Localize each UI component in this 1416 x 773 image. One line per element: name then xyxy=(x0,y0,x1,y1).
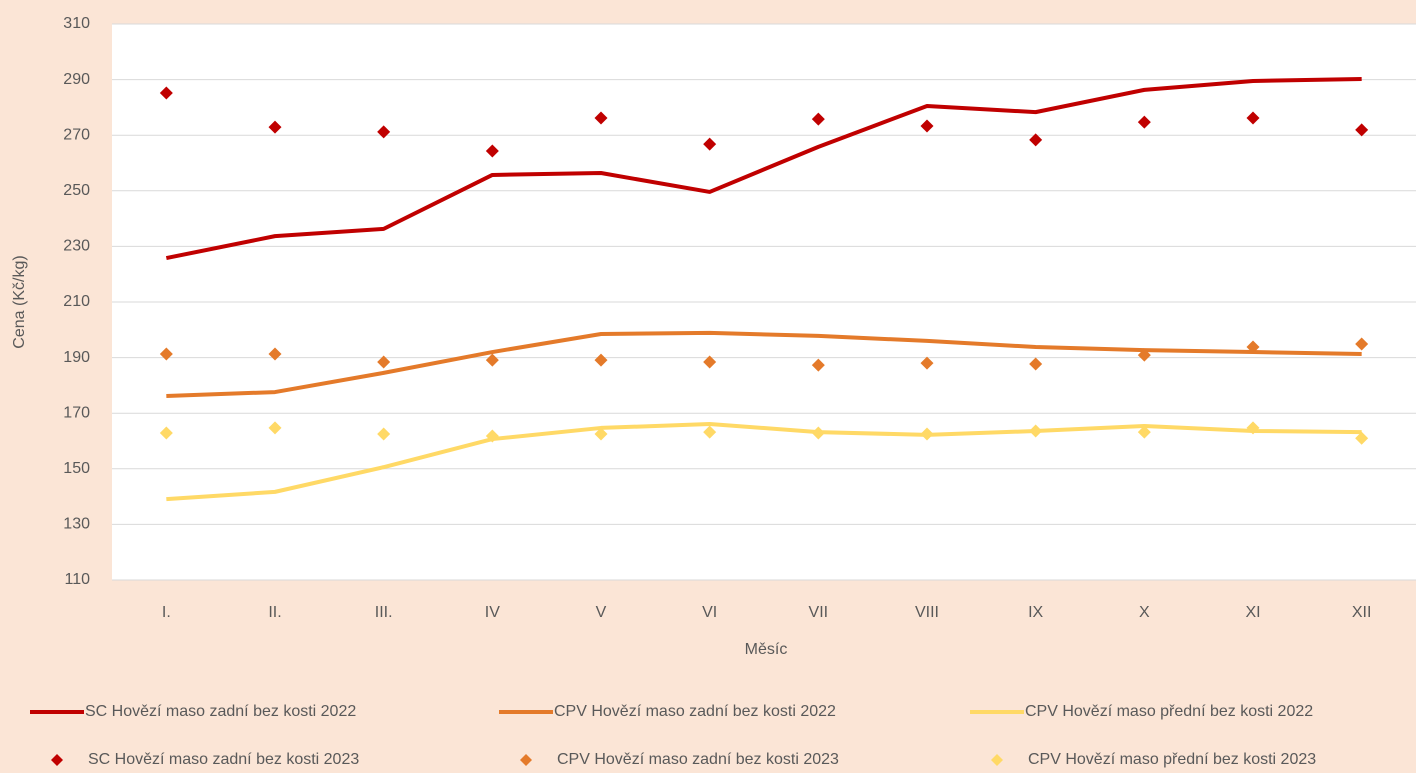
data-point xyxy=(159,426,173,440)
series-line xyxy=(166,330,1362,398)
data-point xyxy=(377,125,391,139)
data-point xyxy=(594,111,608,125)
data-point xyxy=(1246,111,1260,125)
data-point xyxy=(485,429,499,443)
x-tick-label: I. xyxy=(162,604,171,621)
y-tick-label: 230 xyxy=(63,238,90,255)
data-point xyxy=(1355,431,1369,445)
data-point xyxy=(920,119,934,133)
y-tick-label: 170 xyxy=(63,404,90,421)
data-point xyxy=(1246,421,1260,435)
data-point xyxy=(703,137,717,151)
data-point xyxy=(1137,115,1151,129)
y-tick-label: 290 xyxy=(63,71,90,88)
x-tick-label: II. xyxy=(268,604,281,621)
data-point xyxy=(1246,340,1260,354)
y-tick-label: 190 xyxy=(63,349,90,366)
x-tick-label: IV xyxy=(485,604,500,621)
legend-label: SC Hovězí maso zadní bez kosti 2023 xyxy=(88,751,359,768)
x-tick-label: X xyxy=(1139,604,1150,621)
y-tick-label: 310 xyxy=(63,15,90,32)
data-point xyxy=(703,355,717,369)
y-tick-label: 270 xyxy=(63,126,90,143)
data-point xyxy=(1355,337,1369,351)
legend-label: CPV Hovězí maso zadní bez kosti 2023 xyxy=(557,751,839,768)
x-tick-label: VIII xyxy=(915,604,939,621)
legend-label: CPV Hovězí maso zadní bez kosti 2022 xyxy=(554,703,836,720)
data-point xyxy=(1029,133,1043,147)
data-point xyxy=(594,427,608,441)
x-tick-label: V xyxy=(596,604,607,621)
data-point xyxy=(811,112,825,126)
data-point xyxy=(811,358,825,372)
x-tick-label: XI xyxy=(1245,604,1260,621)
data-point xyxy=(485,144,499,158)
x-tick-label: XII xyxy=(1352,604,1372,621)
y-tick-label: 250 xyxy=(63,182,90,199)
legend-swatch xyxy=(520,754,532,766)
data-point xyxy=(920,356,934,370)
x-tick-label: VII xyxy=(809,604,829,621)
data-point xyxy=(811,426,825,440)
data-point xyxy=(159,86,173,100)
data-point xyxy=(268,421,282,435)
data-point xyxy=(377,427,391,441)
data-point xyxy=(1029,424,1043,438)
legend-swatch xyxy=(51,754,63,766)
series-line xyxy=(165,77,1362,261)
data-point xyxy=(920,427,934,441)
data-point xyxy=(594,353,608,367)
series-line xyxy=(166,422,1362,502)
legend-label: SC Hovězí maso zadní bez kosti 2022 xyxy=(85,703,356,720)
data-point xyxy=(703,425,717,439)
y-tick-label: 150 xyxy=(63,460,90,477)
data-point xyxy=(159,347,173,361)
data-point xyxy=(485,353,499,367)
y-tick-label: 130 xyxy=(63,516,90,533)
data-point xyxy=(1137,425,1151,439)
x-axis-title: Měsíc xyxy=(745,641,788,658)
legend-swatch xyxy=(991,754,1003,766)
x-tick-label: VI xyxy=(702,604,717,621)
x-tick-label: III. xyxy=(375,604,393,621)
y-tick-label: 210 xyxy=(63,293,90,310)
legend-label: CPV Hovězí maso přední bez kosti 2022 xyxy=(1025,703,1313,720)
data-point xyxy=(268,120,282,134)
data-point xyxy=(377,355,391,369)
data-point xyxy=(1029,357,1043,371)
data-point xyxy=(268,347,282,361)
y-axis-title: Cena (Kč/kg) xyxy=(11,255,28,348)
x-tick-label: IX xyxy=(1028,604,1043,621)
legend-label: CPV Hovězí maso přední bez kosti 2023 xyxy=(1028,751,1316,768)
data-point xyxy=(1137,348,1151,362)
data-point xyxy=(1355,123,1369,137)
y-tick-label: 110 xyxy=(64,571,90,588)
